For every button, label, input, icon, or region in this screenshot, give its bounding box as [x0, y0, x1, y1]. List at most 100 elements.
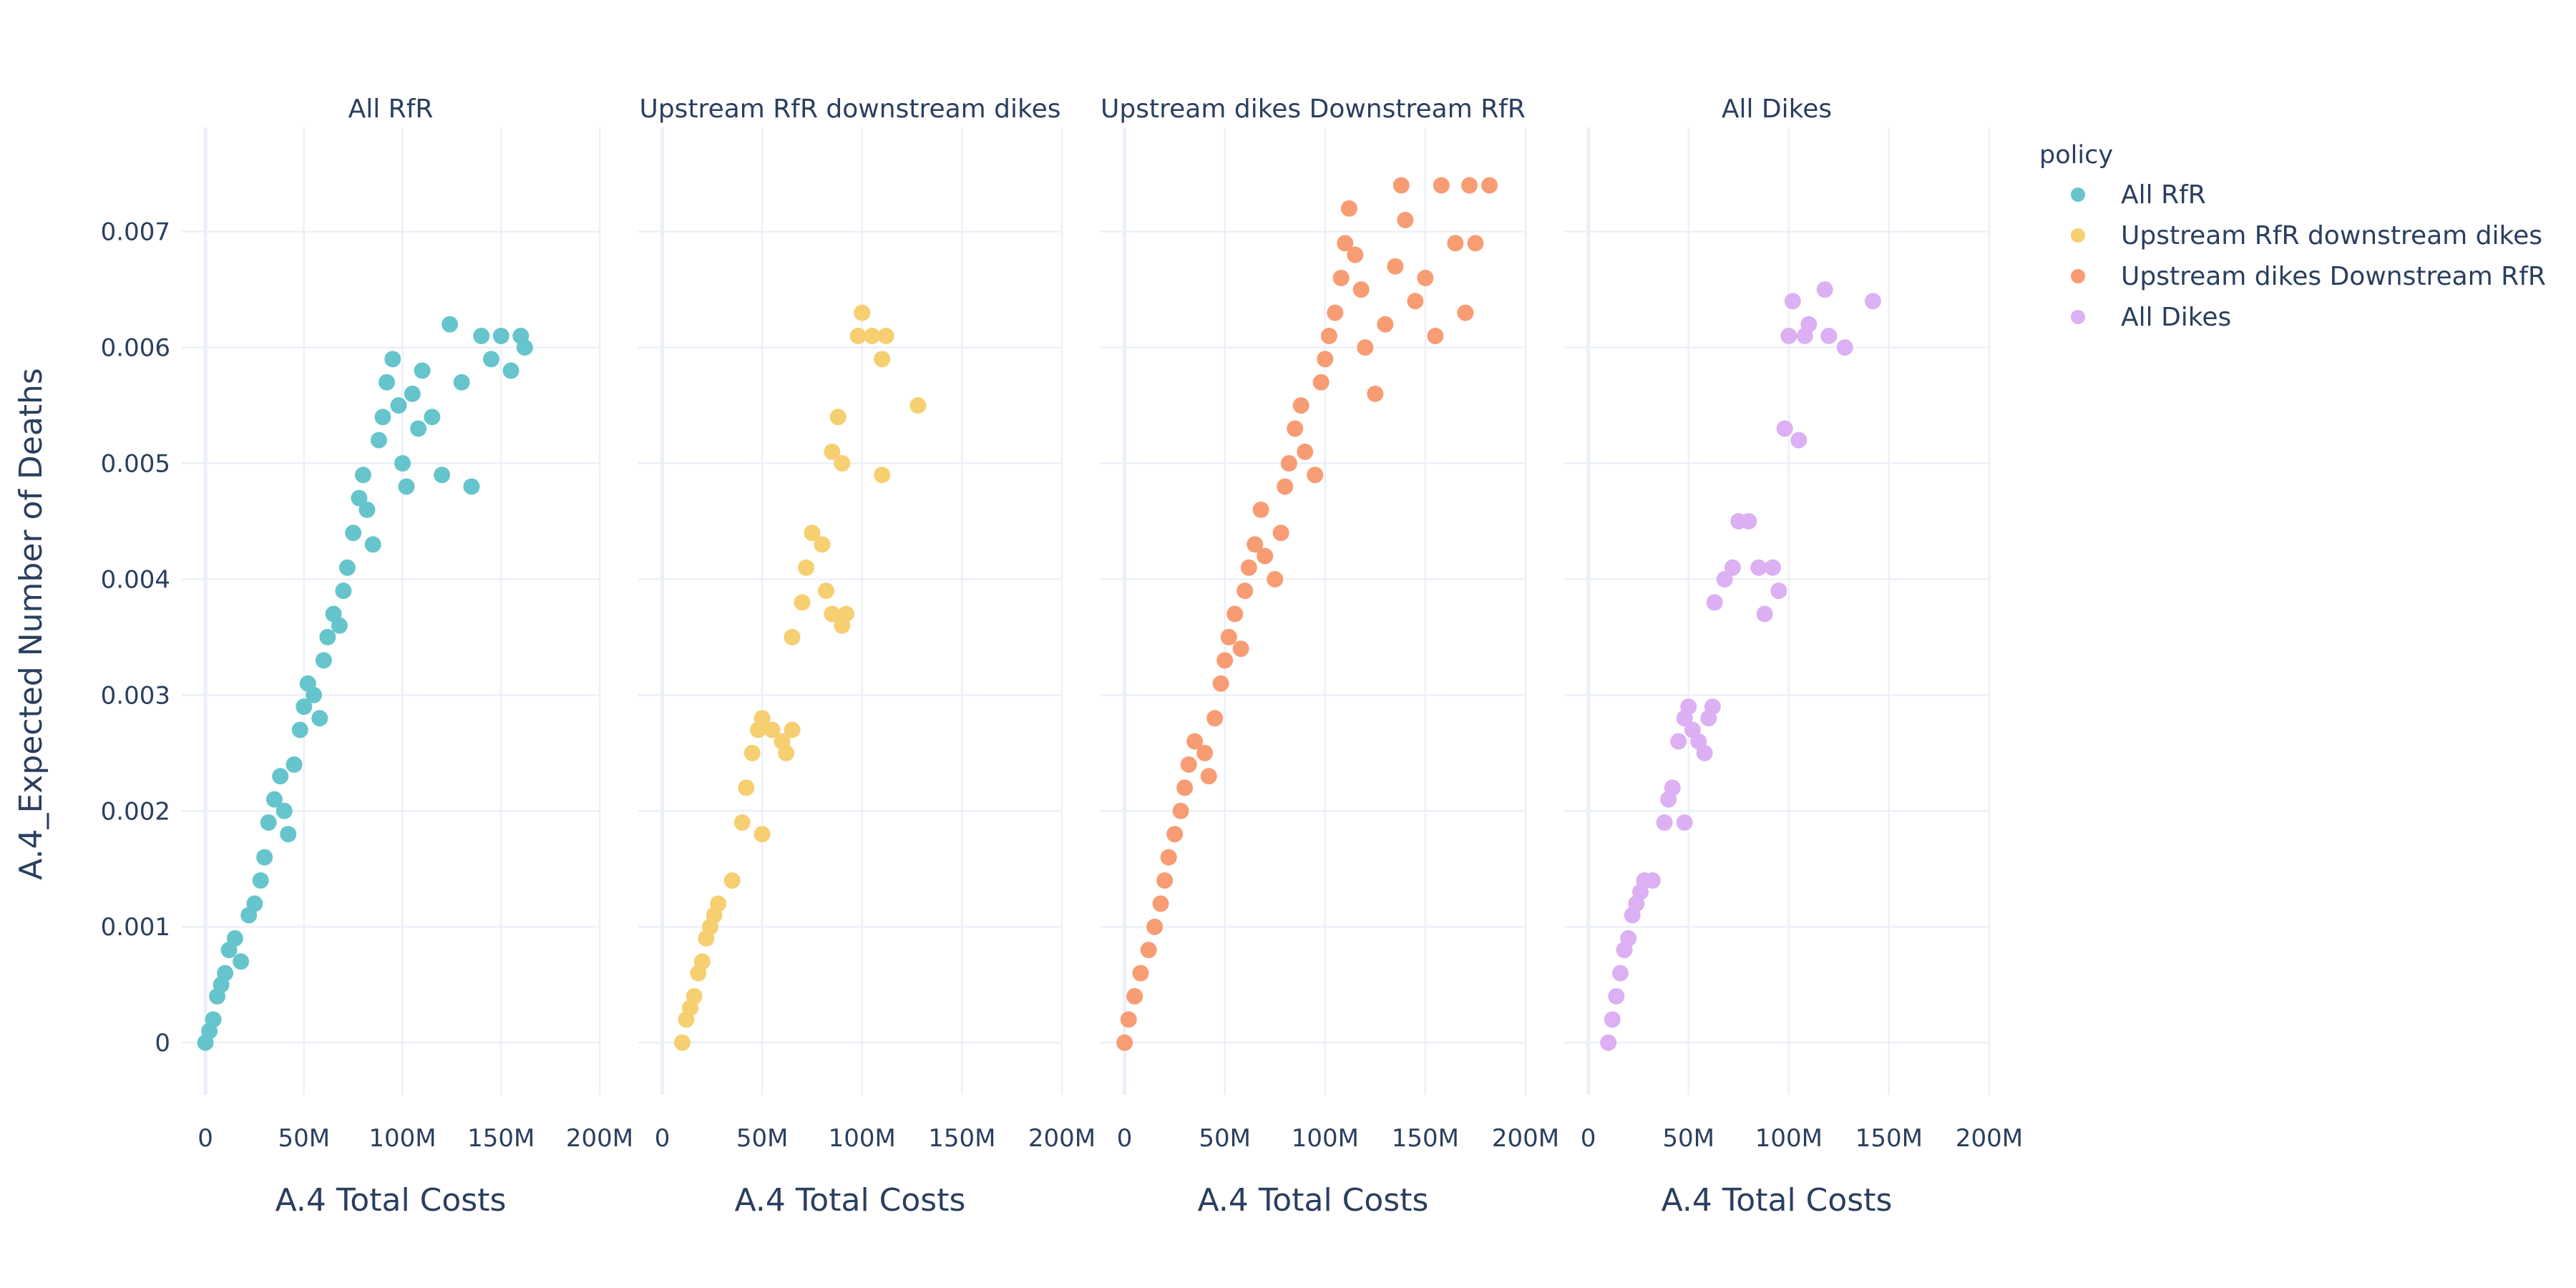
x-tick-label: 150M: [1855, 1124, 1923, 1153]
y-tick-label: 0.001: [101, 913, 170, 942]
data-point: [1696, 744, 1713, 761]
data-point: [1397, 212, 1414, 229]
legend-item[interactable]: All Dikes: [2071, 303, 2231, 332]
data-point: [1347, 246, 1364, 263]
facet-title: All RfR: [348, 94, 434, 124]
data-point: [784, 721, 801, 738]
data-point: [1146, 918, 1163, 935]
data-point: [351, 489, 368, 507]
data-point: [693, 953, 711, 970]
data-point: [1212, 675, 1229, 692]
x-tick-label: 200M: [566, 1124, 633, 1153]
legend-marker: [2071, 228, 2085, 243]
x-tick-label: 100M: [1755, 1124, 1823, 1153]
data-point: [1481, 177, 1498, 194]
data-point: [1467, 235, 1484, 252]
data-point: [1166, 826, 1184, 843]
x-tick-label: 0: [1117, 1124, 1133, 1153]
x-tick-label: 100M: [1292, 1124, 1359, 1153]
y-tick-label: 0.006: [101, 334, 170, 363]
x-tick-label: 150M: [467, 1124, 535, 1153]
data-point: [256, 849, 273, 866]
data-point: [492, 327, 509, 344]
data-point: [1196, 744, 1214, 761]
y-tick-label: 0.002: [101, 797, 170, 826]
data-point: [673, 1034, 691, 1051]
legend-label: Upstream RfR downstream dikes: [2121, 221, 2542, 250]
data-point: [1780, 327, 1797, 344]
data-point: [1600, 1034, 1617, 1051]
data-point: [1680, 698, 1697, 716]
data-point: [280, 826, 297, 843]
data-point: [794, 594, 811, 611]
data-point: [217, 965, 234, 982]
data-point: [364, 536, 381, 553]
data-point: [1320, 327, 1337, 344]
x-axis-title: A.4 Total Costs: [275, 1182, 507, 1219]
data-point: [1724, 559, 1741, 576]
data-point: [482, 351, 499, 368]
data-point: [410, 420, 427, 437]
data-point: [723, 872, 741, 889]
legend[interactable]: policy All RfR Upstream RfR downstream dik…: [2039, 141, 2546, 332]
x-tick-label: 0: [197, 1124, 213, 1153]
data-point: [384, 351, 401, 368]
data-point: [1644, 872, 1661, 889]
data-point: [874, 467, 891, 484]
data-point: [1132, 965, 1149, 982]
data-point: [260, 814, 277, 831]
legend-item[interactable]: Upstream dikes Downstream RfR: [2071, 262, 2546, 291]
data-point: [370, 431, 387, 449]
legend-label: All RfR: [2121, 180, 2206, 210]
data-point: [1764, 559, 1781, 576]
data-point: [296, 698, 313, 716]
data-point: [1280, 455, 1297, 472]
data-point: [1200, 768, 1217, 785]
data-point: [374, 409, 391, 426]
data-point: [738, 779, 755, 796]
data-point: [849, 327, 867, 344]
legend-item[interactable]: Upstream RfR downstream dikes: [2071, 221, 2542, 250]
x-tick-label: 0: [655, 1124, 670, 1153]
data-point: [463, 478, 480, 495]
data-point: [1352, 281, 1370, 298]
data-point: [817, 582, 834, 600]
x-tick-label: 50M: [736, 1124, 789, 1153]
data-point: [1186, 733, 1204, 750]
data-point: [272, 768, 289, 785]
data-point: [1156, 872, 1174, 889]
data-point: [398, 478, 415, 495]
data-point: [1740, 513, 1757, 530]
data-point: [1240, 559, 1257, 576]
data-point: [874, 351, 891, 368]
x-axis-title: A.4 Total Costs: [1198, 1182, 1429, 1219]
data-point: [804, 525, 821, 542]
scatter-points: [197, 177, 1881, 1051]
data-point: [1287, 420, 1304, 437]
data-point: [1656, 814, 1673, 831]
data-point: [824, 605, 841, 623]
data-point: [824, 443, 841, 460]
data-point: [854, 304, 871, 321]
data-point: [1447, 235, 1464, 252]
data-point: [1120, 1011, 1137, 1028]
data-point: [1387, 258, 1404, 275]
data-point: [331, 617, 348, 634]
data-point: [1611, 965, 1629, 982]
data-point: [686, 987, 703, 1005]
y-tick-label: 0.005: [101, 450, 170, 479]
data-point: [1232, 640, 1249, 658]
data-point: [319, 628, 336, 645]
data-point: [1604, 1011, 1621, 1028]
data-point: [1357, 339, 1374, 356]
facet-title: Upstream RfR downstream dikes: [639, 94, 1060, 124]
legend-marker: [2071, 187, 2085, 202]
data-point: [753, 710, 771, 727]
x-tick-label: 50M: [1662, 1124, 1714, 1153]
legend-item[interactable]: All RfR: [2071, 180, 2206, 210]
data-point: [1427, 327, 1444, 344]
data-point: [1417, 269, 1434, 286]
x-tick-label: 200M: [1492, 1124, 1559, 1153]
x-tick-label: 50M: [1199, 1124, 1251, 1153]
